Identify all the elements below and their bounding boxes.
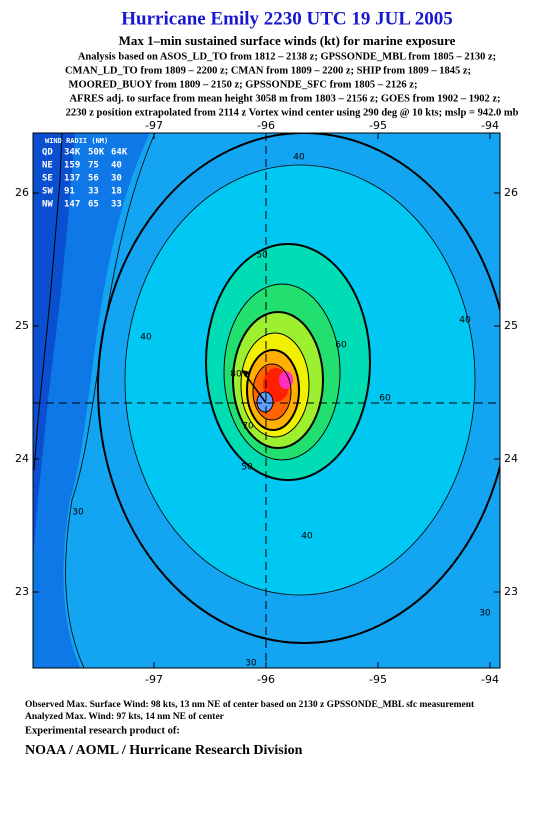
info-line: AFRES adj. to surface from mean height 3… bbox=[69, 93, 500, 104]
lat-label: 25 bbox=[504, 319, 518, 332]
footer-observed: Observed Max. Surface Wind: 98 kts, 13 n… bbox=[25, 700, 475, 710]
radii-cell: 33 bbox=[111, 200, 122, 210]
radii-cell: SW bbox=[42, 187, 53, 197]
info-line: 2230 z position extrapolated from 2114 z… bbox=[66, 107, 519, 118]
lon-label: -96 bbox=[257, 119, 275, 132]
footer-analyzed: Analyzed Max. Wind: 97 kts, 14 nm NE of … bbox=[25, 712, 225, 722]
lat-label: 25 bbox=[15, 319, 29, 332]
footer-agency: NOAA / AOML / Hurricane Research Divisio… bbox=[25, 743, 303, 758]
info-line: Analysis based on ASOS_LD_TO from 1812 –… bbox=[78, 51, 496, 62]
radii-cell: 91 bbox=[64, 187, 75, 197]
lat-label: 23 bbox=[15, 585, 29, 598]
title: Hurricane Emily 2230 UTC 19 JUL 2005 bbox=[121, 8, 452, 29]
radii-cell: 33 bbox=[88, 187, 99, 197]
lat-label: 23 bbox=[504, 585, 518, 598]
radii-cell: 75 bbox=[88, 161, 99, 171]
radii-cell: 65 bbox=[88, 200, 99, 210]
lat-label: 26 bbox=[15, 186, 29, 199]
contour-label: 30 bbox=[245, 659, 257, 669]
radii-cell: NW bbox=[42, 200, 53, 210]
contour-label: 60 bbox=[379, 394, 391, 404]
radii-cell: 159 bbox=[64, 161, 80, 171]
info-line: CMAN_LD_TO from 1809 – 2200 z; CMAN from… bbox=[65, 65, 471, 76]
radii-cell: 30 bbox=[111, 174, 122, 184]
radii-cell: 56 bbox=[88, 174, 99, 184]
radii-header: QD bbox=[42, 148, 53, 158]
radii-cell: 137 bbox=[64, 174, 80, 184]
contour-label: 50 bbox=[241, 463, 253, 473]
radii-cell: 18 bbox=[111, 187, 122, 197]
subtitle: Max 1–min sustained surface winds (kt) f… bbox=[119, 33, 456, 48]
lon-label: -94 bbox=[481, 673, 499, 686]
lat-label: 24 bbox=[504, 452, 518, 465]
lon-label: -94 bbox=[481, 119, 499, 132]
footer-experimental: Experimental research product of: bbox=[25, 725, 180, 736]
contour-label: 50 bbox=[256, 251, 268, 261]
radii-cell: SE bbox=[42, 174, 53, 184]
contour-label: 30 bbox=[479, 609, 491, 619]
lat-label: 26 bbox=[504, 186, 518, 199]
contour-label: 40 bbox=[459, 316, 471, 326]
lon-label: -95 bbox=[369, 673, 387, 686]
contour-label: 60 bbox=[335, 341, 347, 351]
contour-label: 40 bbox=[140, 333, 152, 343]
info-line: MOORED_BUOY from 1809 – 2150 z; GPSSONDE… bbox=[69, 79, 418, 90]
contour-label: 80 bbox=[230, 370, 242, 380]
radii-cell: 40 bbox=[111, 161, 122, 171]
radii-header: 34K bbox=[64, 148, 81, 158]
lat-label: 24 bbox=[15, 452, 29, 465]
lon-label: -97 bbox=[145, 119, 163, 132]
radii-cell: 147 bbox=[64, 200, 80, 210]
contour-label: 30 bbox=[72, 508, 84, 518]
wind-radii-table: WIND RADII (NM) QD 34K 50K 64K NE 159 75 40 SE 137… bbox=[42, 137, 128, 210]
radii-cell: NE bbox=[42, 161, 53, 171]
contour-label: 40 bbox=[293, 153, 305, 163]
radii-header: 50K bbox=[88, 148, 105, 158]
lon-label: -96 bbox=[257, 673, 275, 686]
map-fill bbox=[33, 133, 500, 668]
lon-label: -97 bbox=[145, 673, 163, 686]
radii-header: 64K bbox=[111, 148, 128, 158]
contour-label: 40 bbox=[301, 532, 313, 542]
contour-label: 70 bbox=[242, 422, 254, 432]
radii-title: WIND RADII (NM) bbox=[45, 137, 108, 145]
lon-label: -95 bbox=[369, 119, 387, 132]
